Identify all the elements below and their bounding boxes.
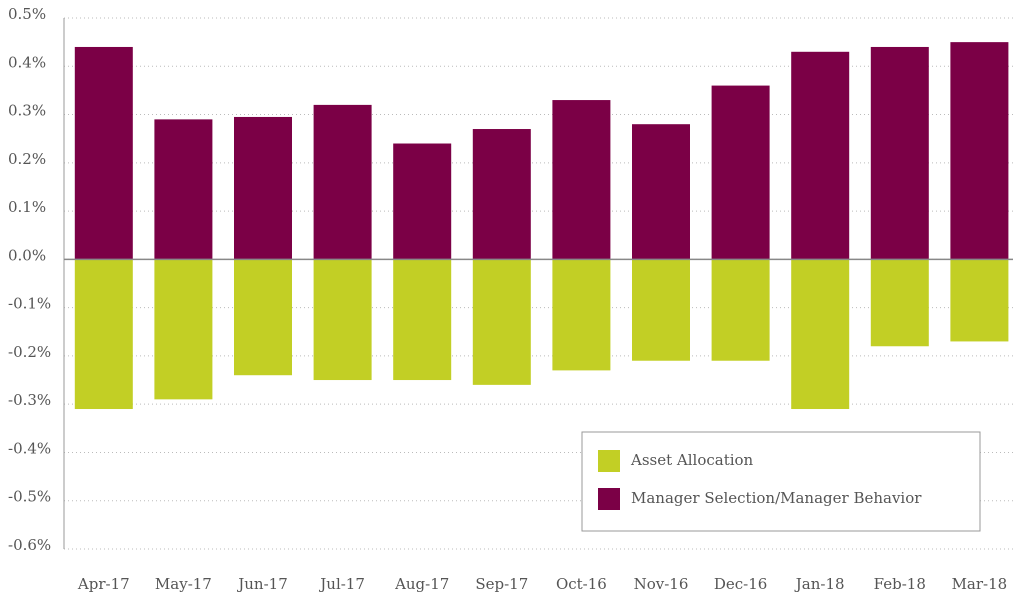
y-tick-label: -0.6%	[8, 536, 51, 554]
legend-swatch	[598, 450, 620, 472]
legend-box	[581, 431, 981, 532]
x-tick-label: Mar-18	[952, 575, 1008, 593]
bar	[950, 42, 1009, 260]
x-tick-label: Sep-17	[475, 575, 528, 593]
bar	[791, 51, 850, 260]
bar	[711, 85, 770, 260]
y-tick-label: 0.4%	[8, 53, 46, 71]
bar	[472, 129, 531, 260]
bar	[74, 259, 133, 410]
x-tick-label: May-17	[155, 575, 212, 593]
bar	[234, 259, 292, 376]
x-tick-label: Jan-18	[794, 575, 845, 593]
bar	[870, 46, 929, 260]
x-tick-label: Apr-17	[77, 575, 130, 593]
y-tick-label: -0.5%	[8, 488, 51, 506]
bar	[154, 119, 213, 260]
x-tick-label: Feb-18	[874, 575, 926, 593]
bar	[950, 259, 1009, 342]
legend: Asset Allocation Manager Selection/Manage…	[581, 431, 981, 532]
bar	[552, 259, 611, 371]
bar	[870, 259, 929, 347]
bar	[313, 104, 372, 260]
y-tick-label: 0.5%	[8, 5, 46, 23]
y-tick-label: 0.0%	[8, 246, 46, 264]
bar	[393, 143, 452, 260]
y-tick-label: 0.3%	[8, 102, 46, 120]
bar	[74, 46, 133, 260]
legend-label: Asset Allocation	[630, 451, 754, 469]
y-tick-label: 0.1%	[8, 198, 46, 216]
bar	[711, 259, 770, 361]
x-tick-label: Dec-16	[714, 575, 767, 593]
bar	[632, 124, 690, 260]
y-tick-label: 0.2%	[8, 150, 46, 168]
legend-label: Manager Selection/Manager Behavior	[631, 489, 922, 507]
bar	[632, 259, 690, 361]
bar	[234, 116, 292, 260]
bar	[393, 259, 452, 381]
y-tick-label: -0.1%	[8, 295, 51, 313]
y-tick-label: -0.3%	[8, 391, 51, 409]
bar	[154, 259, 213, 400]
x-tick-label: Aug-17	[394, 575, 449, 593]
legend-swatch	[598, 488, 620, 510]
y-tick-label: -0.2%	[8, 343, 51, 361]
bar	[472, 259, 531, 385]
x-tick-label: Nov-16	[634, 575, 689, 593]
x-tick-label: Oct-16	[556, 575, 607, 593]
x-tick-label: Jul-17	[318, 575, 365, 593]
bar	[791, 259, 850, 410]
bar	[552, 100, 611, 260]
bar	[313, 259, 372, 381]
y-tick-label: -0.4%	[8, 439, 51, 457]
x-tick-label: Jun-17	[236, 575, 288, 593]
